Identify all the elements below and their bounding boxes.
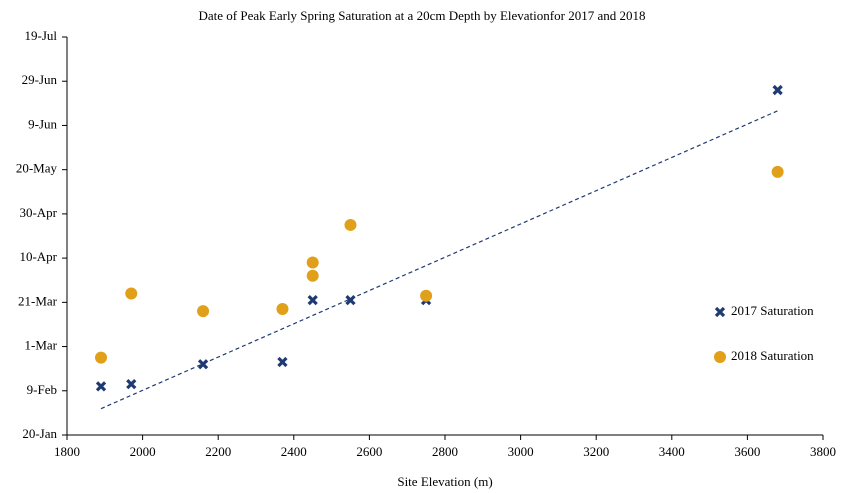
- data-point: [197, 305, 210, 318]
- y-tick-label: 9-Jun: [28, 116, 57, 131]
- x-tick-label: 3600: [734, 444, 760, 459]
- data-point: [125, 287, 138, 300]
- y-tick-label: 10-Apr: [19, 249, 57, 264]
- y-tick-label: 29-Jun: [22, 72, 58, 87]
- x-tick-label: 1800: [54, 444, 80, 459]
- y-tick-label: 30-Apr: [19, 205, 57, 220]
- legend-marker: [714, 306, 726, 318]
- x-tick-label: 2600: [356, 444, 382, 459]
- data-point: [345, 294, 356, 306]
- data-point: [771, 165, 784, 178]
- y-tick-label: 9-Feb: [27, 382, 57, 397]
- data-point: [126, 379, 137, 390]
- data-point: [306, 269, 319, 282]
- data-point: [772, 84, 783, 96]
- data-point: [344, 218, 357, 231]
- x-tick-label: 2000: [130, 444, 156, 459]
- x-tick-label: 3400: [659, 444, 685, 459]
- y-tick-label: 20-May: [16, 161, 58, 176]
- y-tick-label: 21-Mar: [18, 293, 58, 308]
- data-point: [277, 356, 288, 368]
- x-tick-label: 2400: [281, 444, 307, 459]
- y-tick-label: 1-Mar: [25, 338, 58, 353]
- legend-label: 2018 Saturation: [731, 348, 814, 363]
- data-point: [276, 302, 289, 315]
- data-point: [307, 294, 318, 306]
- data-point: [420, 289, 433, 302]
- x-tick-label: 2800: [432, 444, 458, 459]
- data-point: [306, 256, 319, 269]
- x-tick-label: 3800: [810, 444, 836, 459]
- x-tick-label: 3200: [583, 444, 609, 459]
- chart-title: Date of Peak Early Spring Saturation at …: [199, 8, 646, 23]
- x-axis-label: Site Elevation (m): [397, 474, 492, 489]
- data-point: [95, 381, 107, 392]
- x-tick-label: 2200: [205, 444, 231, 459]
- legend-marker: [714, 351, 726, 363]
- data-point: [95, 351, 108, 364]
- y-tick-label: 19-Jul: [25, 28, 58, 43]
- x-tick-label: 3000: [508, 444, 534, 459]
- legend-label: 2017 Saturation: [731, 303, 814, 318]
- y-tick-label: 20-Jan: [22, 426, 57, 441]
- trendline: [100, 110, 778, 410]
- data-point: [197, 359, 209, 370]
